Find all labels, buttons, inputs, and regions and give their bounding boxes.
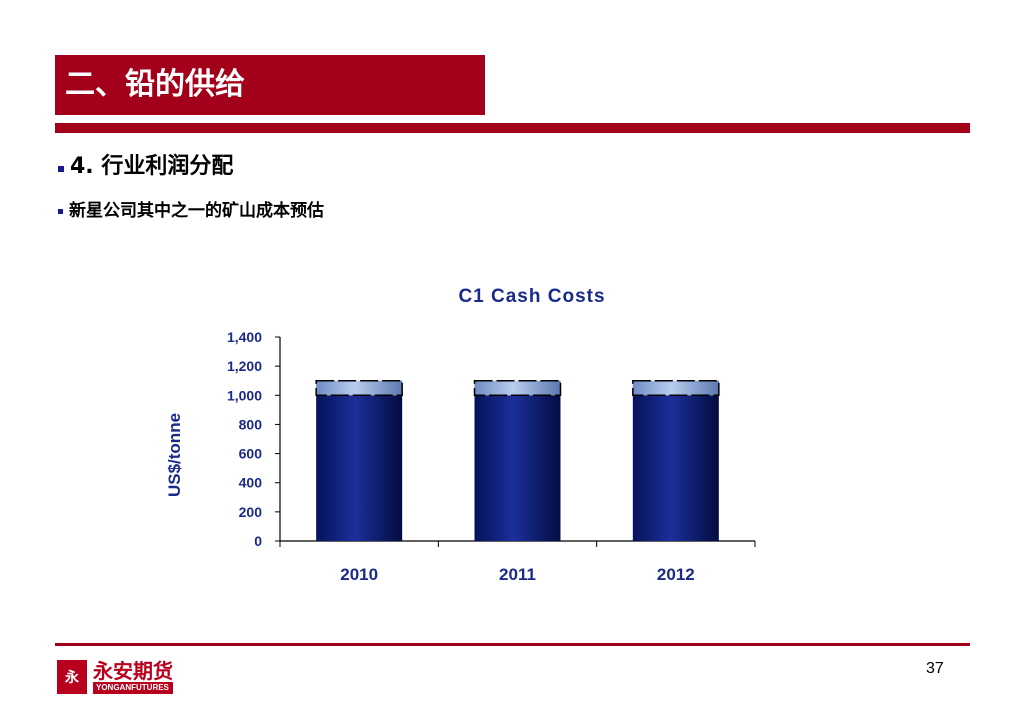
bullet-square-icon [58,209,63,214]
bar-base-2012 [632,395,719,541]
y-tick-label: 600 [239,446,263,462]
y-tick-label: 400 [239,475,263,491]
heading-bullet: 4. 行业利润分配 [58,148,233,180]
y-tick-label: 0 [254,533,262,549]
y-tick-label: 1,000 [227,387,262,403]
yongan-logo: 永 永安期货 YONGANFUTURES [57,660,173,694]
bullet-square-icon [58,166,64,172]
bar-cap-2012 [632,379,720,397]
logo-english-name: YONGANFUTURES [93,682,173,694]
chart-title: C1 Cash Costs [458,286,605,307]
y-axis-label: US$/tonne [165,413,184,497]
subheading-bullet: 新星公司其中之一的矿山成本预估 [58,196,324,221]
bar-cap-2010 [315,379,403,397]
footer-divider [55,643,970,646]
bar-base-2010 [316,395,403,541]
x-tick-label: 2011 [499,565,536,584]
logo-chinese-name: 永安期货 [93,659,173,683]
section-heading: 4. 行业利润分配 [70,154,234,179]
c1-cash-costs-chart: C1 Cash Costs US$/tonne 0 200 400 600 800 1,0… [165,286,756,584]
y-tick-label: 1,200 [227,358,262,374]
section-subheading: 新星公司其中之一的矿山成本预估 [69,201,324,221]
logo-mark-icon: 永 [57,660,87,694]
bar-base-2011 [474,395,561,541]
bar-cap-2011 [473,379,562,397]
page-number: 37 [926,660,944,677]
x-tick-label: 2010 [340,565,378,584]
header-divider [55,123,970,133]
y-tick-label: 1,400 [227,329,262,345]
x-tick-label: 2012 [657,565,695,584]
slide-title: 二、铅的供给 [55,55,485,115]
y-tick-label: 200 [239,504,263,520]
y-tick-label: 800 [239,416,263,432]
